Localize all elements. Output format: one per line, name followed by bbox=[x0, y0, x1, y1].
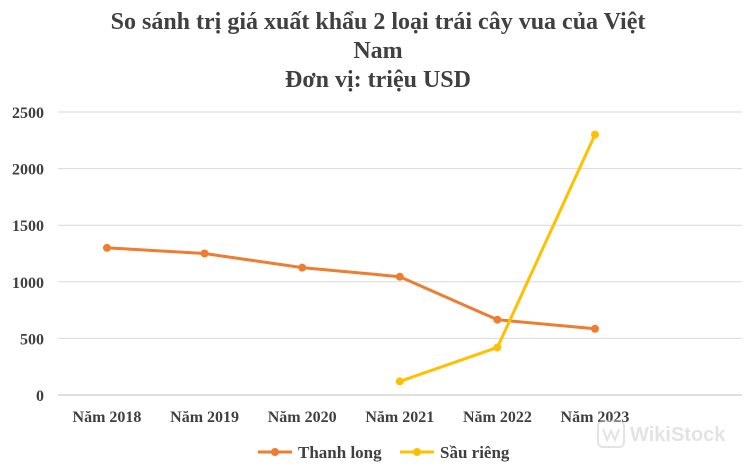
series-line bbox=[106, 246, 596, 331]
data-point bbox=[493, 343, 502, 352]
data-point bbox=[591, 324, 599, 333]
data-point bbox=[395, 272, 404, 281]
x-tick-label: Năm 2020 bbox=[268, 409, 337, 426]
chart-title: So sánh trị giá xuất khẩu 2 loại trái câ… bbox=[0, 8, 756, 95]
watermark-text: WikiStock bbox=[630, 424, 726, 446]
y-tick-label: 0 bbox=[36, 388, 44, 405]
series-1 bbox=[395, 130, 599, 386]
y-tick-label: 2500 bbox=[12, 105, 44, 122]
x-tick-label: Năm 2019 bbox=[170, 409, 239, 426]
y-tick-label: 2000 bbox=[12, 162, 44, 179]
legend-item-1: Sầu riêng bbox=[400, 443, 510, 462]
data-point bbox=[395, 377, 404, 386]
data-point bbox=[200, 249, 209, 258]
chart-title-line-1: So sánh trị giá xuất khẩu 2 loại trái câ… bbox=[110, 9, 646, 35]
series-layer bbox=[103, 130, 599, 386]
data-point bbox=[298, 263, 307, 272]
x-tick-label: Năm 2021 bbox=[365, 409, 434, 426]
legend-label: Sầu riêng bbox=[440, 443, 510, 462]
x-tick-label: Năm 2022 bbox=[463, 409, 532, 426]
y-tick-label: 500 bbox=[20, 331, 44, 348]
x-axis: Năm 2018 Năm 2019 Năm 2020 Năm 2021 Năm 2022… bbox=[73, 409, 630, 426]
legend-swatch-marker bbox=[413, 448, 421, 456]
data-point bbox=[103, 243, 111, 252]
legend-label: Thanh long bbox=[298, 443, 382, 462]
y-tick-label: 1000 bbox=[12, 275, 44, 292]
wikistock-logo-icon bbox=[597, 420, 625, 448]
chart-subtitle: Đơn vị: triệu USD bbox=[285, 67, 471, 93]
data-point bbox=[493, 315, 502, 324]
data-point bbox=[591, 130, 599, 139]
x-tick-label: Năm 2018 bbox=[73, 409, 142, 426]
gridlines bbox=[58, 111, 742, 396]
y-axis: 0 500 1000 1500 2000 2500 bbox=[12, 105, 44, 405]
y-tick-label: 1500 bbox=[12, 218, 44, 235]
watermark: WikiStock bbox=[596, 417, 748, 451]
legend-item-0: Thanh long bbox=[258, 443, 382, 462]
series-0 bbox=[103, 243, 599, 333]
chart-title-line-2: Nam bbox=[353, 38, 403, 64]
legend: Thanh long Sầu riêng bbox=[258, 443, 510, 462]
legend-swatch-marker bbox=[271, 448, 279, 456]
